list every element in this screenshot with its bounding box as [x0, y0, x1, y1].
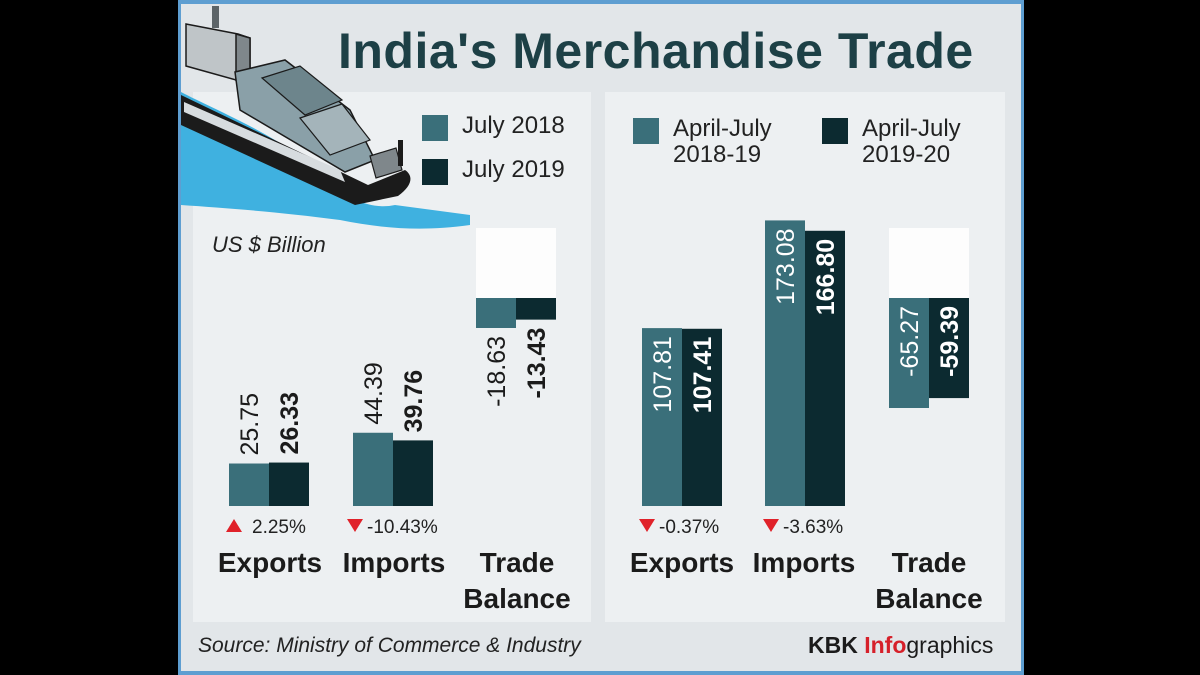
up-arrow-icon: [226, 519, 242, 532]
legend-swatch-july-2019: [422, 159, 448, 185]
legend-label-july-2019: July 2019: [462, 156, 565, 183]
bar-exports-prev: [642, 328, 682, 506]
frame-top-edge: [178, 0, 1024, 4]
down-arrow-icon: [347, 519, 363, 532]
change-value: -10.43%: [367, 517, 438, 538]
legend-swatch-apr-jul-2018-19: [633, 118, 659, 144]
change-value: 2.25%: [252, 517, 306, 538]
category-exports-apr-jul: Exports: [629, 547, 735, 578]
bar-exports-prev: [229, 463, 269, 506]
value-label-trade-balance-curr: -59.39: [936, 306, 964, 377]
change-value: -3.63%: [783, 517, 844, 538]
legend-swatch-july-2018: [422, 115, 448, 141]
bar-imports-curr: [393, 440, 433, 506]
change-imports-apr-jul: -3.63%: [763, 517, 843, 539]
legend-swatch-apr-jul-2019-20: [822, 118, 848, 144]
down-arrow-icon: [639, 519, 655, 532]
category-imports-apr-jul: Imports: [752, 547, 856, 578]
value-label-trade-balance-curr: -13.43: [523, 328, 551, 399]
bar-exports-curr: [269, 462, 309, 506]
value-label-imports-curr: 39.76: [400, 370, 428, 433]
category-imports-july: Imports: [342, 547, 446, 578]
value-label-exports-curr: 107.41: [689, 337, 717, 414]
value-label-exports-curr: 26.33: [276, 392, 304, 455]
legend-line-2: 2019-20: [862, 141, 951, 169]
bar-trade-balance-prev: [889, 298, 929, 408]
trade-balance-fade: [889, 228, 969, 298]
value-label-trade-balance-prev: -65.27: [896, 306, 924, 377]
legend-label-july-2018: July 2018: [462, 112, 565, 139]
change-exports-july: 2.25%: [226, 517, 306, 539]
category-trade-balance-july: Trade Balance: [463, 547, 571, 614]
brand-kbk: KBK: [808, 632, 865, 658]
value-label-exports-prev: 107.81: [649, 336, 677, 412]
category-trade-balance-apr-jul: Trade Balance: [875, 547, 983, 614]
source-note: Source: Ministry of Commerce & Industry: [198, 634, 581, 657]
bar-trade-balance-curr: [929, 298, 969, 399]
frame-right-edge: [1021, 0, 1024, 675]
brand-graphics: graphics: [906, 632, 994, 658]
unit-label: US $ Billion: [212, 232, 326, 257]
change-imports-july: -10.43%: [347, 517, 438, 539]
legend-line-2: 2018-19: [673, 141, 762, 169]
frame-bottom-edge: [178, 671, 1024, 675]
category-exports-july: Exports: [217, 547, 323, 578]
brand-info: Info: [864, 632, 907, 658]
value-label-exports-prev: 25.75: [236, 393, 264, 456]
bar-imports-prev: [353, 432, 393, 506]
down-arrow-icon: [763, 519, 779, 532]
cargo-ship-illustration: [181, 6, 470, 229]
change-exports-apr-jul: -0.37%: [639, 517, 719, 539]
value-label-imports-curr: 166.80: [812, 239, 840, 315]
legend-line-1: April-July: [862, 115, 961, 142]
bar-exports-curr: [682, 328, 722, 506]
value-label-trade-balance-prev: -18.63: [483, 336, 511, 407]
trade-balance-fade: [476, 228, 556, 298]
bar-trade-balance-curr: [516, 298, 556, 320]
frame-left-edge: [178, 0, 181, 675]
legend-label-apr-jul-2018-19: April-July 2018-19: [673, 115, 772, 169]
bar-imports-curr: [805, 230, 845, 506]
bar-trade-balance-prev: [476, 298, 516, 328]
bar-imports-prev: [765, 220, 805, 506]
value-label-imports-prev: 44.39: [360, 362, 388, 425]
page-title: India's Merchandise Trade: [338, 23, 974, 79]
brand-credit: KBK Infographics: [808, 632, 993, 659]
legend-line-1: April-July: [673, 115, 772, 142]
change-value: -0.37%: [659, 517, 720, 538]
legend-label-apr-jul-2019-20: April-July 2019-20: [862, 115, 961, 169]
value-label-imports-prev: 173.08: [772, 228, 800, 304]
